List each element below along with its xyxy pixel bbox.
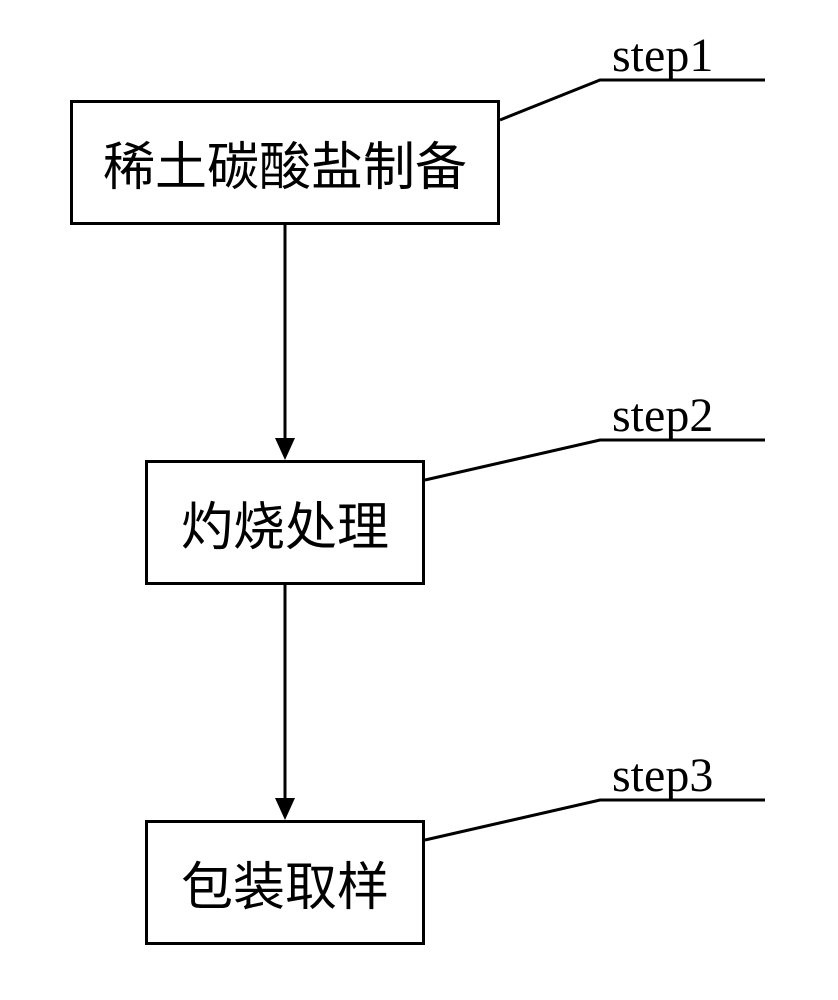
step-label-1: step1 — [612, 28, 713, 83]
box-3-text: 包装取样 — [181, 845, 389, 920]
step-label-3: step3 — [612, 748, 713, 803]
leader-line-1 — [500, 80, 765, 120]
box-2-text: 灼烧处理 — [181, 485, 389, 560]
arrow-1-head — [275, 438, 295, 460]
leader-line-3 — [425, 800, 765, 840]
process-box-2: 灼烧处理 — [145, 460, 425, 585]
box-1-text: 稀土碳酸盐制备 — [103, 125, 467, 200]
leader-line-2 — [425, 440, 765, 480]
arrow-2-head — [275, 798, 295, 820]
process-box-3: 包装取样 — [145, 820, 425, 945]
flowchart-container: 稀土碳酸盐制备 灼烧处理 包装取样 step1 step2 step3 — [0, 0, 838, 1000]
process-box-1: 稀土碳酸盐制备 — [70, 100, 500, 225]
step-label-2: step2 — [612, 388, 713, 443]
